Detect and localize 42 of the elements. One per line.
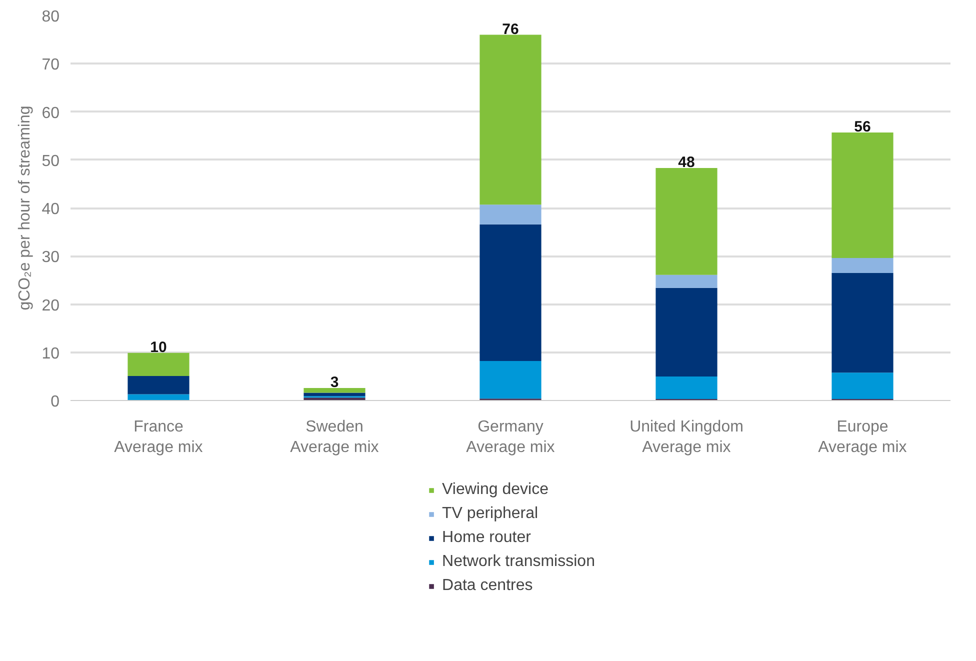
bar — [832, 372, 894, 400]
bar — [656, 376, 718, 400]
bar — [832, 132, 894, 258]
total-label: 56 — [854, 118, 871, 136]
bar — [480, 361, 542, 399]
bar — [128, 376, 190, 394]
total-label: 10 — [150, 338, 167, 356]
bar — [304, 388, 366, 393]
legend-label: Data centres — [442, 577, 533, 595]
bar — [656, 168, 718, 275]
bar — [656, 288, 718, 376]
y-tick-label: 80 — [42, 8, 60, 26]
y-tick-label: 0 — [50, 394, 60, 410]
y-tick-label: 50 — [42, 152, 60, 170]
x-tick-label: Germany Average mix — [466, 418, 555, 456]
bar — [480, 204, 542, 224]
x-tick-label: Sweden Average mix — [290, 418, 379, 456]
y-axis-title: gCO₂e per hour of streaming — [16, 106, 34, 310]
legend-label: Viewing device — [442, 481, 548, 499]
total-label: 48 — [678, 154, 695, 172]
bar — [304, 392, 366, 396]
x-tick-label: Europe Average mix — [818, 418, 907, 456]
y-tick-label: 40 — [42, 201, 60, 218]
bar — [832, 258, 894, 273]
y-tick-label: 60 — [42, 104, 60, 122]
bar — [480, 224, 542, 362]
bar — [480, 34, 542, 205]
y-tick-label: 10 — [42, 345, 60, 362]
x-tick-label: France Average mix — [114, 418, 203, 456]
bar — [656, 274, 718, 288]
y-tick-label: 20 — [42, 297, 60, 314]
bar — [128, 352, 190, 376]
y-tick-label: 70 — [42, 56, 60, 74]
y-tick-label: 30 — [42, 249, 60, 266]
legend-label: Home router — [442, 529, 531, 547]
bar — [832, 272, 894, 373]
x-tick-label: United Kingdom Average mix — [630, 418, 744, 456]
bar — [128, 394, 190, 400]
total-label: 76 — [502, 20, 519, 38]
total-label: 3 — [330, 374, 339, 391]
legend-label: TV peripheral — [442, 505, 538, 523]
legend-label: Network transmission — [442, 553, 595, 571]
